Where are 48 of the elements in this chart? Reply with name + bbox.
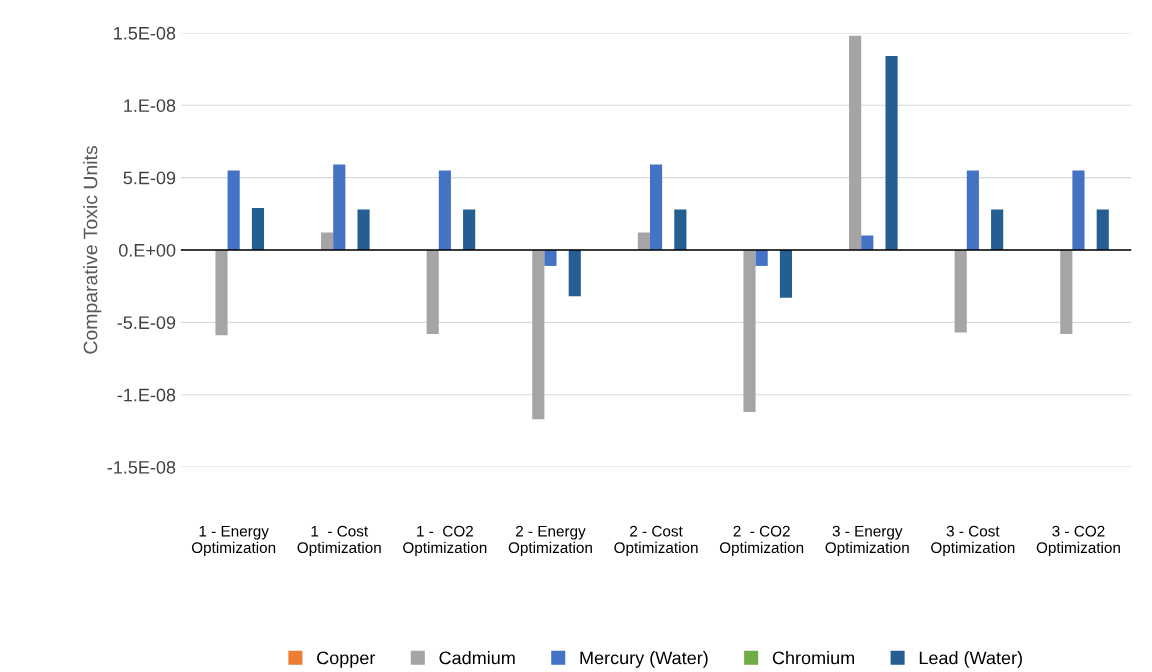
bar <box>1072 170 1085 250</box>
legend-label: Lead (Water) <box>919 651 1022 668</box>
x-tick-label: 3 - CO2 Optimization <box>1036 525 1120 557</box>
y-tick-label: 0.E+00 <box>118 243 176 257</box>
bar <box>568 249 581 297</box>
y-tick-label: 1.5E-08 <box>114 26 176 40</box>
y-tick-label: 5.E-09 <box>123 171 176 185</box>
x-tick-label: 1 - Cost Optimization <box>297 525 381 557</box>
x-tick-label: 1 - Energy Optimization <box>191 525 276 557</box>
bar <box>251 208 265 250</box>
x-tick-label: 1 - CO2 Optimization <box>403 525 487 557</box>
bar <box>438 170 451 250</box>
y-tick-label: -1.E-08 <box>117 388 176 402</box>
bar <box>755 249 768 266</box>
bar <box>463 209 476 250</box>
bar <box>544 249 557 266</box>
bar <box>743 249 756 413</box>
bar <box>779 249 793 298</box>
bar <box>333 164 346 250</box>
bar <box>954 249 967 333</box>
y-tick-label: 1.E-08 <box>124 99 176 112</box>
y-tick-label: -1.5E-08 <box>107 460 176 474</box>
bar <box>849 35 862 250</box>
legend-label: Cadmium <box>439 651 515 665</box>
bar <box>674 209 687 250</box>
legend-label: Mercury (Water) <box>580 651 708 668</box>
x-tick-label: 3 - Energy Optimization <box>825 525 909 557</box>
bar <box>649 164 663 250</box>
bar <box>885 56 898 250</box>
x-tick-label: 2 - CO2 Optimization <box>719 525 804 557</box>
x-tick-label: 2 - Energy Optimization <box>508 525 592 557</box>
bar <box>357 209 370 250</box>
bar <box>532 249 545 420</box>
bar <box>321 232 334 250</box>
legend-label: Chromium <box>772 651 854 665</box>
bar <box>637 232 650 250</box>
bar <box>227 170 240 250</box>
x-tick-label: 3 - Cost Optimization <box>931 525 1015 557</box>
x-tick-label: 2 - Cost Optimization <box>614 525 698 557</box>
bar <box>426 249 439 334</box>
legend-label: Copper <box>317 651 376 668</box>
bar <box>1060 249 1073 334</box>
bar <box>215 249 228 336</box>
y-axis-title: Comparative Toxic Units <box>83 146 102 354</box>
bar <box>966 170 979 250</box>
bar <box>991 209 1004 250</box>
y-tick-label: -5.E-09 <box>117 316 176 330</box>
bar <box>1096 209 1109 250</box>
